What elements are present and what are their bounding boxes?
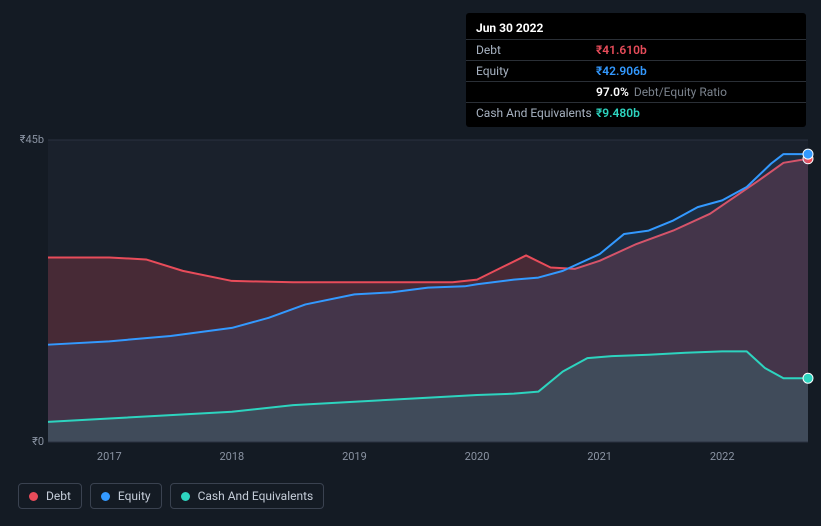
chart-legend: Debt Equity Cash And Equivalents xyxy=(18,483,324,509)
legend-dot-icon xyxy=(29,492,38,501)
tooltip-row: Equity₹42.906b xyxy=(466,60,806,81)
x-axis-label: 2020 xyxy=(465,450,490,463)
legend-item-debt[interactable]: Debt xyxy=(18,483,82,509)
legend-item-label: Debt xyxy=(46,489,71,503)
legend-item-label: Equity xyxy=(118,489,151,503)
tooltip-row-label: Equity xyxy=(476,64,596,78)
tooltip-row-label: Debt xyxy=(476,43,596,57)
tooltip-row: Debt₹41.610b xyxy=(466,39,806,60)
x-axis-label: 2018 xyxy=(219,450,244,463)
tooltip-row-label xyxy=(476,85,596,99)
tooltip-date: Jun 30 2022 xyxy=(466,17,806,39)
x-axis-label: 2017 xyxy=(97,450,122,463)
legend-dot-icon xyxy=(101,492,110,501)
x-axis-label: 2019 xyxy=(342,450,367,463)
series-end-marker-cash xyxy=(803,373,813,383)
legend-item-label: Cash And Equivalents xyxy=(198,489,314,503)
financials-chart-container: Jun 30 2022 Debt₹41.610bEquity₹42.906b97… xyxy=(0,0,821,526)
tooltip-row-value: 97.0% Debt/Equity Ratio xyxy=(596,85,727,99)
tooltip-row-label: Cash And Equivalents xyxy=(476,106,596,120)
legend-dot-icon xyxy=(181,492,190,501)
data-tooltip: Jun 30 2022 Debt₹41.610bEquity₹42.906b97… xyxy=(466,13,806,127)
x-axis-label: 2022 xyxy=(710,450,735,463)
series-end-marker-equity xyxy=(803,149,813,159)
legend-item-cash[interactable]: Cash And Equivalents xyxy=(170,483,325,509)
tooltip-row-value: ₹9.480b xyxy=(596,106,640,120)
tooltip-row-value: ₹42.906b xyxy=(596,64,647,78)
x-axis-label: 2021 xyxy=(587,450,612,463)
tooltip-row-value: ₹41.610b xyxy=(596,43,647,57)
tooltip-row: Cash And Equivalents₹9.480b xyxy=(466,102,806,123)
tooltip-row-suffix: Debt/Equity Ratio xyxy=(631,85,727,99)
legend-item-equity[interactable]: Equity xyxy=(90,483,162,509)
tooltip-row: 97.0% Debt/Equity Ratio xyxy=(466,81,806,102)
